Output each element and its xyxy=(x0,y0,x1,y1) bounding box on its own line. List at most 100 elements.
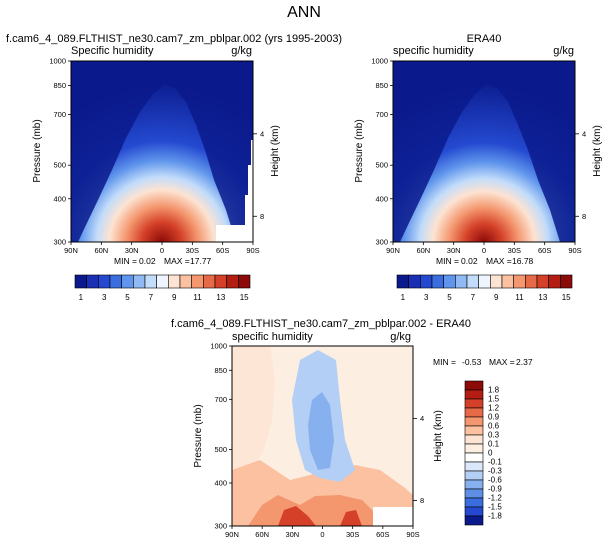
panel-era40-max-label: MAX = xyxy=(486,256,512,266)
diff-colorbar-label: 0 xyxy=(488,449,493,458)
colorbar-swatch xyxy=(431,274,444,289)
colorbar-swatch xyxy=(443,274,456,289)
colorbar-label: 1 xyxy=(401,293,406,302)
panel-era40-title: ERA40 xyxy=(467,33,502,45)
colorbar-swatch xyxy=(156,274,169,289)
panel-diff-upper-neutral xyxy=(232,346,275,478)
colorbar-label: 7 xyxy=(149,293,154,302)
y-tick-label: 1000 xyxy=(49,57,66,66)
diff-colorbar-label: -0.1 xyxy=(488,458,502,467)
colorbar-swatch xyxy=(133,274,146,289)
y-tick-label: 850 xyxy=(53,81,66,90)
y-tick-label: 300 xyxy=(214,522,227,531)
colorbar-swatch xyxy=(214,274,227,289)
diff-colorbar-label: 1.5 xyxy=(488,395,500,404)
diff-colorbar-label: 1.8 xyxy=(488,386,500,395)
colorbar-swatch xyxy=(548,274,561,289)
colorbar-swatch xyxy=(455,274,468,289)
colorbar-label: 13 xyxy=(538,293,547,302)
panel-model-min-label: MIN = xyxy=(114,256,137,266)
diff-colorbar-label: -1.8 xyxy=(488,512,502,521)
y-tick-label: 700 xyxy=(375,110,388,119)
diff-colorbar-swatch xyxy=(464,407,484,418)
panel-model: f.cam6_4_089.FLTHIST_ne30.cam7_zm_pblpar… xyxy=(6,33,342,266)
page-title: ANN xyxy=(287,4,321,21)
diff-colorbar-label: -1.5 xyxy=(488,503,502,512)
panel-diff-missing-region xyxy=(373,507,413,526)
panel-diff-ylabel-right: Height (km) xyxy=(433,410,444,462)
diff-colorbar-label: 0.1 xyxy=(488,440,500,449)
x-tick-label: 30N xyxy=(125,246,139,255)
colorbar-swatch xyxy=(74,274,87,289)
height-tick-label: 4 xyxy=(420,414,424,423)
colorbar-swatch xyxy=(513,274,526,289)
colorbar-swatch xyxy=(203,274,216,289)
panel-era40-variable: specific humidity xyxy=(393,45,474,57)
panel-diff-axis-ticks: 300 400 500 700 850 1000 8 4 90N 60N 30N 0 30S 60S 90S xyxy=(210,342,424,540)
panel-diff-dry-core xyxy=(308,392,334,470)
panel-era40-ylabel-right: Height (km) xyxy=(592,125,603,177)
panel-model-title: f.cam6_4_089.FLTHIST_ne30.cam7_zm_pblpar… xyxy=(6,33,342,45)
colorbar-swatch xyxy=(121,274,134,289)
y-tick-label: 400 xyxy=(214,478,227,487)
panel-era40-min-value: 0.02 xyxy=(461,256,478,266)
y-tick-label: 400 xyxy=(375,194,388,203)
colorbar-swatch xyxy=(109,274,122,289)
colorbar-swatch xyxy=(98,274,111,289)
diff-colorbar-swatch xyxy=(464,515,484,526)
panel-model-dryair-overlay xyxy=(71,61,253,242)
diff-colorbar-label: 0.6 xyxy=(488,422,500,431)
colorbar-label: 13 xyxy=(216,293,225,302)
x-tick-label: 90N xyxy=(225,530,239,539)
diff-colorbar-swatch xyxy=(464,479,484,490)
y-tick-label: 500 xyxy=(214,445,227,454)
diff-colorbar-swatch xyxy=(464,425,484,436)
x-tick-label: 90S xyxy=(568,246,581,255)
height-tick-label: 8 xyxy=(420,496,424,505)
panel-diff-units: g/kg xyxy=(390,331,411,343)
x-tick-label: 60S xyxy=(538,246,551,255)
colorbar-label: 9 xyxy=(172,293,177,302)
diff-colorbar-label: 1.2 xyxy=(488,404,500,413)
panel-model-units: g/kg xyxy=(231,45,252,57)
colorbar-swatch xyxy=(86,274,99,289)
colorbar-swatch xyxy=(226,274,239,289)
diff-colorbar-label: 0.3 xyxy=(488,431,500,440)
diff-colorbar-swatch xyxy=(464,398,484,409)
panel-diff-min-label: MIN = xyxy=(433,357,456,367)
y-tick-label: 1000 xyxy=(371,57,388,66)
colorbar-swatch xyxy=(466,274,479,289)
colorbar-label: 15 xyxy=(240,293,249,302)
x-tick-label: 60N xyxy=(255,530,269,539)
colorbar-swatch xyxy=(501,274,514,289)
colorbar-swatch xyxy=(144,274,157,289)
colorbar-swatch xyxy=(490,274,503,289)
colorbar-label: 3 xyxy=(424,293,429,302)
colorbar-label: 11 xyxy=(193,293,202,302)
y-tick-label: 500 xyxy=(375,161,388,170)
colorbar-label: 5 xyxy=(125,293,130,302)
height-tick-label: 8 xyxy=(582,212,586,221)
colorbar-swatch xyxy=(238,274,251,289)
colorbar-label: 15 xyxy=(562,293,571,302)
panel-diff-max-label: MAX = xyxy=(489,357,515,367)
x-tick-label: 60N xyxy=(94,246,108,255)
y-tick-label: 850 xyxy=(214,366,227,375)
diff-colorbar-swatch xyxy=(464,497,484,508)
colorbar-label: 5 xyxy=(447,293,452,302)
y-tick-label: 300 xyxy=(375,238,388,247)
x-tick-label: 90S xyxy=(406,530,419,539)
panel-era40-max-value: 16.78 xyxy=(512,256,534,266)
colorbar-swatch xyxy=(560,274,573,289)
x-tick-label: 0 xyxy=(160,246,164,255)
colorbar-label: 3 xyxy=(102,293,107,302)
y-tick-label: 700 xyxy=(214,395,227,404)
diff-colorbar-swatch xyxy=(464,452,484,463)
x-tick-label: 0 xyxy=(320,530,324,539)
diff-colorbar-label: -1.2 xyxy=(488,494,502,503)
colorbar-label: 7 xyxy=(471,293,476,302)
panel-diff: f.cam6_4_089.FLTHIST_ne30.cam7_zm_pblpar… xyxy=(171,318,533,539)
colorbar-swatch xyxy=(525,274,538,289)
x-tick-label: 60S xyxy=(216,246,229,255)
diff-colorbar-swatch xyxy=(464,461,484,472)
